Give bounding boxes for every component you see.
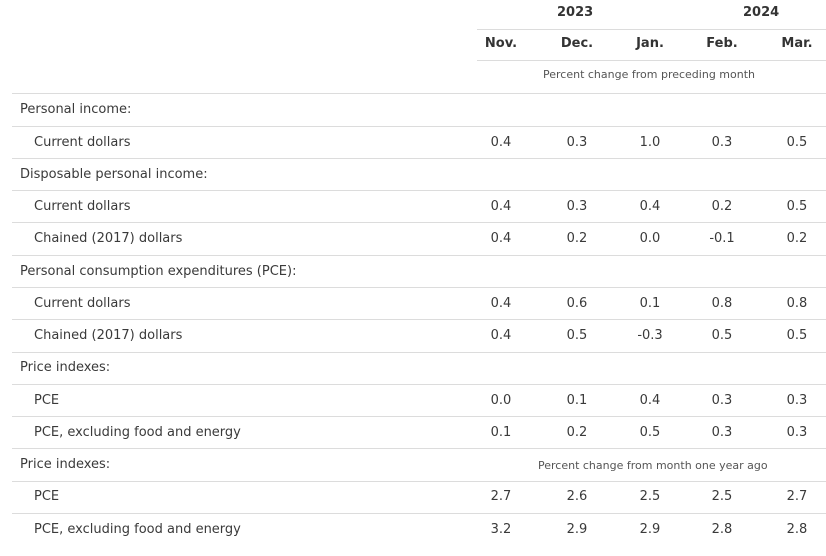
table-cell: 0.3: [566, 199, 588, 214]
year-divider: [477, 29, 826, 30]
row-label-current-dollars: Current dollars: [34, 296, 131, 311]
table-cell: 0.5: [786, 135, 808, 150]
table-cell: 0.3: [711, 425, 733, 440]
month-header-nov: Nov.: [484, 36, 518, 51]
table-cell: 0.5: [786, 199, 808, 214]
row-label-price-indexes: Price indexes:: [20, 360, 111, 375]
year-2023-header: 2023: [557, 5, 594, 20]
row-divider: [12, 481, 826, 482]
table-cell: 0.0: [639, 231, 661, 246]
row-label-current-dollars: Current dollars: [34, 135, 131, 150]
row-label-pce-index: PCE: [34, 489, 60, 504]
table-cell: 3.2: [490, 522, 512, 537]
table-cell: 2.6: [566, 489, 588, 504]
table-cell: 0.1: [490, 425, 512, 440]
table-cell: 0.6: [566, 296, 588, 311]
row-divider: [12, 513, 826, 514]
subheader-annual: Percent change from month one year ago: [538, 459, 768, 472]
table-cell: 0.5: [711, 328, 733, 343]
table-cell: 0.4: [490, 231, 512, 246]
subheader-monthly: Percent change from preceding month: [543, 68, 755, 81]
table-cell: 2.7: [786, 489, 808, 504]
table-cell: 0.4: [639, 393, 661, 408]
table-cell: 0.5: [639, 425, 661, 440]
table-cell: 2.8: [711, 522, 733, 537]
row-divider: [12, 190, 826, 191]
row-divider: [12, 384, 826, 385]
row-divider: [12, 352, 826, 353]
table-cell: 0.8: [786, 296, 808, 311]
row-divider: [12, 126, 826, 127]
table-cell: 0.3: [711, 393, 733, 408]
table-cell: 0.4: [639, 199, 661, 214]
row-label-current-dollars: Current dollars: [34, 199, 131, 214]
row-label-price-indexes: Price indexes:: [20, 457, 111, 472]
table-cell: 0.4: [490, 135, 512, 150]
row-divider: [12, 255, 826, 256]
row-divider: [12, 416, 826, 417]
row-divider: [12, 448, 826, 449]
table-cell: 0.4: [490, 296, 512, 311]
row-label-pce-index: PCE: [34, 393, 60, 408]
table-cell: 2.8: [786, 522, 808, 537]
table-cell: 0.1: [639, 296, 661, 311]
table-cell: 2.9: [566, 522, 588, 537]
month-header-dec: Dec.: [560, 36, 594, 51]
month-divider: [477, 60, 826, 61]
row-divider: [12, 222, 826, 223]
table-cell: 0.3: [711, 135, 733, 150]
table-cell: -0.3: [637, 328, 663, 343]
table-cell: 0.2: [566, 231, 588, 246]
row-label-personal-income: Personal income:: [20, 102, 132, 117]
table-cell: 2.5: [711, 489, 733, 504]
table-cell: 0.3: [566, 135, 588, 150]
table-cell: 0.1: [566, 393, 588, 408]
table-cell: 0.2: [566, 425, 588, 440]
table-cell: 0.8: [711, 296, 733, 311]
row-divider: [12, 158, 826, 159]
month-header-jan: Jan.: [636, 36, 664, 51]
table-cell: 2.5: [639, 489, 661, 504]
table-cell: -0.1: [709, 231, 735, 246]
table-cell: 2.9: [639, 522, 661, 537]
month-header-feb: Feb.: [706, 36, 738, 51]
row-label-core-pce: PCE, excluding food and energy: [34, 425, 241, 440]
table-cell: 0.4: [490, 328, 512, 343]
year-2024-header: 2024: [743, 5, 780, 20]
row-label-disposable-income: Disposable personal income:: [20, 167, 208, 182]
table-cell: 0.3: [786, 425, 808, 440]
month-header-mar: Mar.: [781, 36, 813, 51]
row-label-core-pce: PCE, excluding food and energy: [34, 522, 241, 537]
table-cell: 0.0: [490, 393, 512, 408]
table-cell: 0.5: [566, 328, 588, 343]
table-cell: 0.2: [711, 199, 733, 214]
row-label-pce: Personal consumption expenditures (PCE):: [20, 264, 297, 279]
table-cell: 0.3: [786, 393, 808, 408]
row-divider: [12, 287, 826, 288]
table-cell: 2.7: [490, 489, 512, 504]
section-divider: [12, 93, 826, 94]
table-cell: 0.5: [786, 328, 808, 343]
row-label-chained-dollars: Chained (2017) dollars: [34, 328, 183, 343]
table-cell: 0.2: [786, 231, 808, 246]
table-cell: 0.4: [490, 199, 512, 214]
row-divider: [12, 319, 826, 320]
row-label-chained-dollars: Chained (2017) dollars: [34, 231, 183, 246]
table-cell: 1.0: [639, 135, 661, 150]
